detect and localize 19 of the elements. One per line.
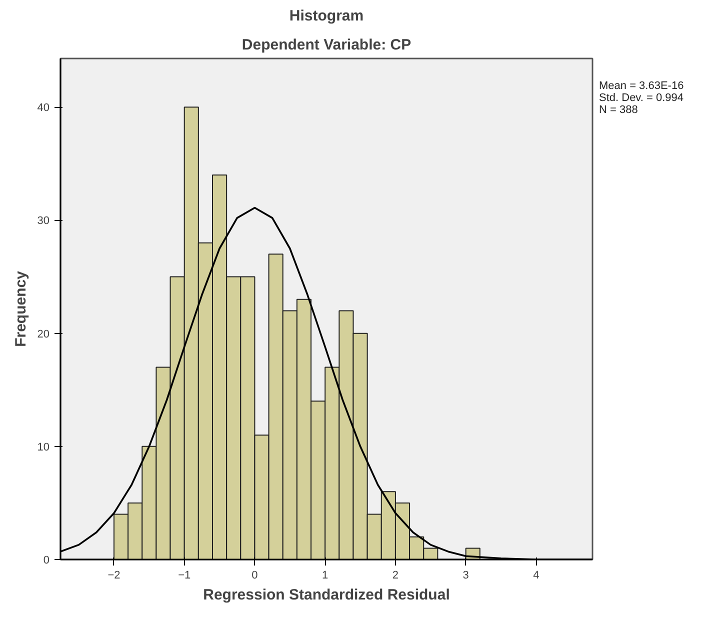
y-tick-label: 20 [37, 328, 50, 340]
y-axis-title: Frequency [12, 270, 30, 347]
x-tick-label: 1 [322, 570, 328, 582]
x-tick-label: −2 [108, 570, 120, 582]
chart-subtitle: Dependent Variable: CP [242, 36, 412, 54]
y-tick-label: 0 [43, 554, 50, 566]
y-tick-label: 10 [37, 441, 50, 454]
x-tick-label: 4 [533, 570, 540, 582]
x-tick-label: −1 [178, 570, 191, 582]
x-tick-label: 2 [392, 570, 399, 582]
text: Std. Dev. = 0.994 [599, 92, 684, 104]
text: N = 388 [599, 104, 639, 116]
y-tick-label: 40 [37, 102, 50, 114]
x-axis-title: Regression Standardized Residual [203, 586, 450, 604]
x-tick-label: 3 [462, 570, 469, 582]
chart-title: Histogram [289, 8, 364, 24]
y-tick-label: 30 [37, 215, 50, 228]
x-tick-label: 0 [252, 570, 258, 582]
text: Mean = 3.63E-16 [599, 80, 684, 92]
